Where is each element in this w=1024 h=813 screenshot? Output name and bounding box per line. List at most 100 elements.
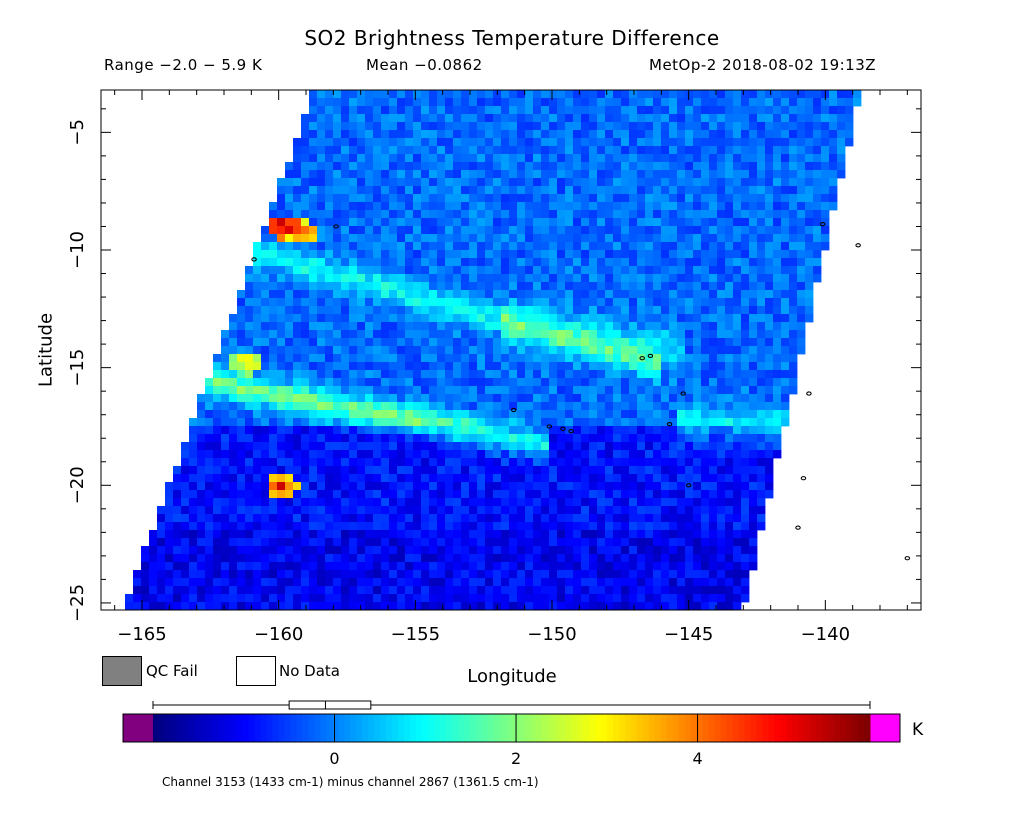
heatmap-cell: [381, 594, 390, 603]
heatmap-cell: [661, 426, 670, 435]
heatmap-cell: [709, 250, 718, 259]
heatmap-cell: [477, 434, 486, 443]
heatmap-cell: [701, 218, 710, 227]
heatmap-cell: [509, 426, 518, 435]
heatmap-cell: [581, 426, 590, 435]
heatmap-cell: [645, 202, 654, 211]
heatmap-cell: [701, 170, 710, 179]
heatmap-cell: [653, 130, 662, 139]
heatmap-cell: [717, 322, 726, 331]
heatmap-cell: [205, 522, 214, 531]
heatmap-cell: [661, 458, 670, 467]
heatmap-cell: [709, 98, 718, 107]
heatmap-cell: [749, 274, 758, 283]
heatmap-cell: [605, 330, 614, 339]
heatmap-cell: [197, 506, 206, 515]
heatmap-cell: [245, 298, 254, 307]
heatmap-cell: [589, 426, 598, 435]
heatmap-cell: [573, 218, 582, 227]
heatmap-cell: [261, 322, 270, 331]
heatmap-cell: [285, 586, 294, 595]
heatmap-cell: [453, 274, 462, 283]
heatmap-cell: [645, 138, 654, 147]
heatmap-cell: [205, 562, 214, 571]
heatmap-cell: [429, 562, 438, 571]
heatmap-cell: [589, 498, 598, 507]
heatmap-cell: [285, 338, 294, 347]
heatmap-cell: [797, 290, 806, 299]
heatmap-cell: [821, 98, 830, 107]
heatmap-cell: [693, 210, 702, 219]
heatmap-cell: [421, 242, 430, 251]
heatmap-cell: [749, 178, 758, 187]
heatmap-cell: [453, 402, 462, 411]
heatmap-cell: [405, 562, 414, 571]
heatmap-cell: [605, 314, 614, 323]
heatmap-cell: [765, 178, 774, 187]
heatmap-cell: [669, 282, 678, 291]
heatmap-cell: [597, 210, 606, 219]
heatmap-cell: [269, 354, 278, 363]
heatmap-cell: [789, 354, 798, 363]
heatmap-cell: [525, 106, 534, 115]
heatmap-cell: [581, 538, 590, 547]
heatmap-cell: [373, 362, 382, 371]
heatmap-cell: [821, 226, 830, 235]
heatmap-cell: [645, 458, 654, 467]
colorbar-segment: [362, 714, 369, 742]
heatmap-cell: [357, 498, 366, 507]
heatmap-cell: [389, 338, 398, 347]
heatmap-cell: [813, 146, 822, 155]
heatmap-cell: [173, 546, 182, 555]
heatmap-cell: [597, 410, 606, 419]
heatmap-cell: [733, 434, 742, 443]
heatmap-cell: [477, 458, 486, 467]
heatmap-cell: [821, 154, 830, 163]
heatmap-cell: [709, 354, 718, 363]
heatmap-cell: [277, 482, 286, 491]
heatmap-cell: [685, 586, 694, 595]
heatmap-cell: [301, 562, 310, 571]
heatmap-cell: [317, 378, 326, 387]
heatmap-cell: [749, 162, 758, 171]
heatmap-cell: [493, 218, 502, 227]
heatmap-cell: [357, 474, 366, 483]
heatmap-cell: [709, 114, 718, 123]
heatmap-cell: [197, 474, 206, 483]
heatmap-cell: [757, 274, 766, 283]
heatmap-cell: [661, 474, 670, 483]
heatmap-cell: [229, 314, 238, 323]
heatmap-cell: [285, 394, 294, 403]
heatmap-cell: [605, 546, 614, 555]
heatmap-cell: [349, 186, 358, 195]
heatmap-cell: [797, 138, 806, 147]
heatmap-cell: [365, 394, 374, 403]
heatmap-cell: [685, 506, 694, 515]
heatmap-cell: [789, 362, 798, 371]
heatmap-cell: [741, 138, 750, 147]
heatmap-cell: [253, 602, 262, 611]
heatmap-cell: [293, 194, 302, 203]
heatmap-cell: [453, 410, 462, 419]
heatmap-cell: [645, 226, 654, 235]
heatmap-cell: [709, 418, 718, 427]
heatmap-cell: [389, 98, 398, 107]
colorbar-segment: [535, 714, 542, 742]
heatmap-cell: [661, 338, 670, 347]
heatmap-cell: [413, 410, 422, 419]
heatmap-cell: [429, 242, 438, 251]
heatmap-cell: [269, 274, 278, 283]
heatmap-cell: [637, 322, 646, 331]
heatmap-cell: [733, 162, 742, 171]
heatmap-cell: [421, 410, 430, 419]
heatmap-cell: [477, 122, 486, 131]
heatmap-cell: [293, 554, 302, 563]
heatmap-cell: [309, 218, 318, 227]
heatmap-cell: [333, 434, 342, 443]
heatmap-cell: [645, 282, 654, 291]
colorbar-segment: [696, 714, 704, 742]
heatmap-cell: [605, 98, 614, 107]
heatmap-cell: [341, 434, 350, 443]
heatmap-cell: [213, 546, 222, 555]
heatmap-cell: [613, 106, 622, 115]
